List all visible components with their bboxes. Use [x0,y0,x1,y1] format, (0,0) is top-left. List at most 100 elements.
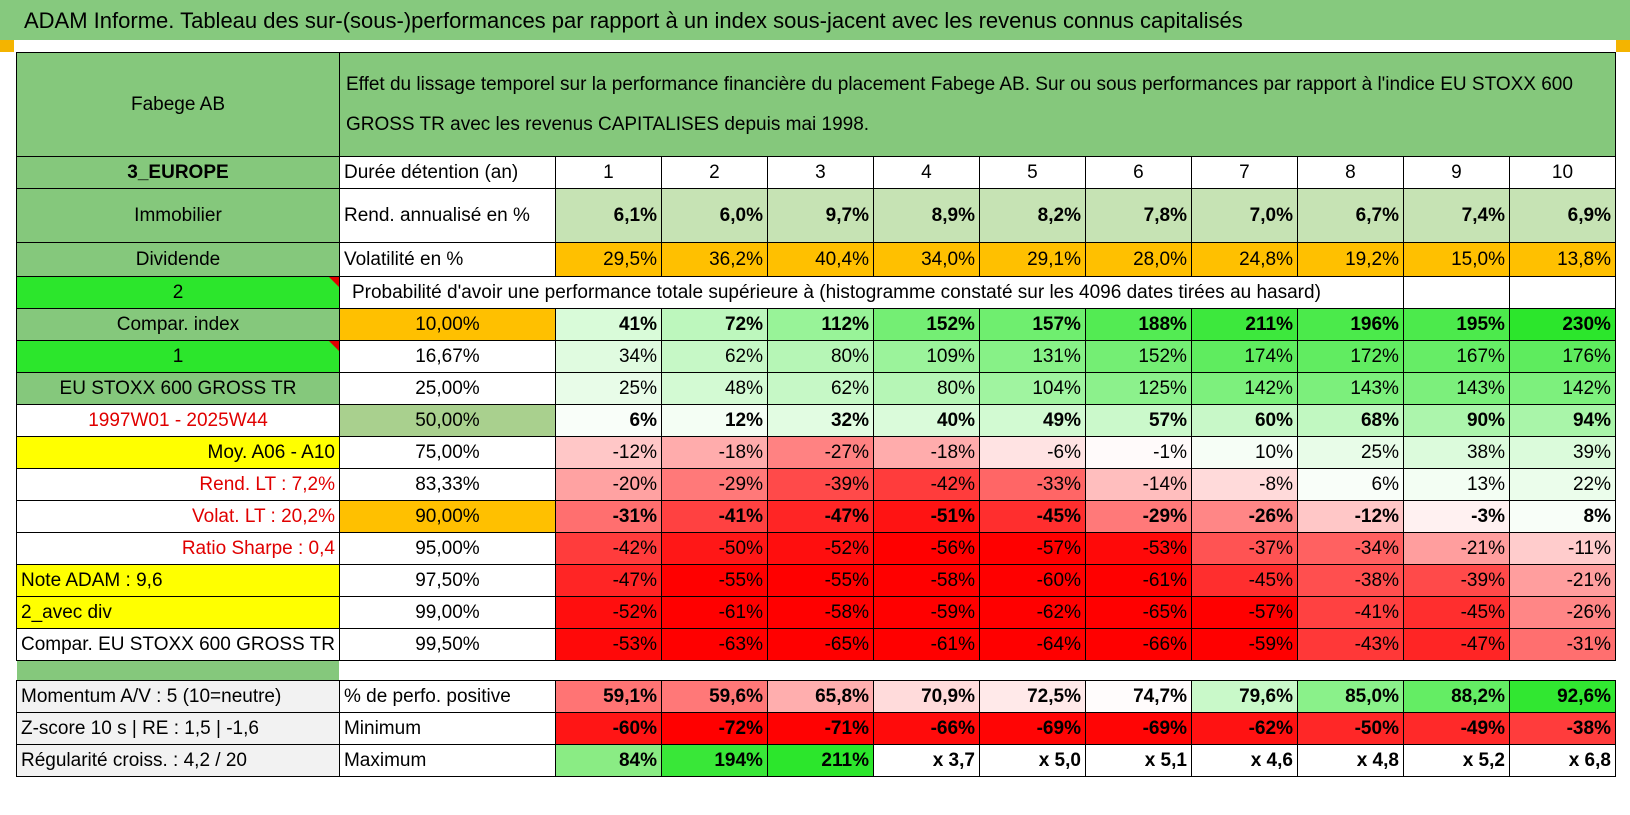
summary-cell: x 5,1 [1084,744,1192,777]
percentile-cell: 90,00% [338,500,556,533]
proba-cell: 195% [1402,308,1510,341]
vol-cell: 19,2% [1296,242,1404,277]
proba-row: 1997W01 - 2025W44 50,00% 6% 12% 32% 40% 49% 57%… [16,404,1616,437]
proba-cell: -50% [660,532,768,565]
proba-cell: -39% [766,468,874,501]
summary-cell: x 6,8 [1508,744,1616,777]
summary-cell: 85,0% [1296,680,1404,713]
sharpe-label: Ratio Sharpe : 0,4 [16,532,340,565]
vol-cell: 29,5% [554,242,662,277]
proba-cell: -60% [978,564,1086,597]
summary-cell: 92,6% [1508,680,1616,713]
summary-cell: -71% [766,712,874,745]
proba-cell: -45% [1402,596,1510,629]
proba-cell: -27% [766,436,874,469]
summary-row: Z-score 10 s | RE : 1,5 | -1,6 Minimum -60… [16,712,1616,745]
avec-div-label: 2_avec div [16,596,340,629]
corner-marker-left [0,40,14,52]
vol-label: Volatilité en % [338,242,556,277]
asset-name: Fabege AB [16,52,340,157]
proba-cell: -41% [1296,596,1404,629]
proba-cell: 34% [554,340,662,373]
zscore-label: Z-score 10 s | RE : 1,5 | -1,6 [16,712,340,745]
volat-lt-label: Volat. LT : 20,2% [16,500,340,533]
corner-marker-right [1616,40,1630,52]
proba-cell: 48% [660,372,768,405]
summary-cell: 74,7% [1084,680,1192,713]
proba-cell: 41% [554,308,662,341]
proba-cell: -12% [554,436,662,469]
proba-cell: 72% [660,308,768,341]
vol-cell: 36,2% [660,242,768,277]
summary-row: Régularité croiss. : 4,2 / 20 Maximum 84% 1… [16,744,1616,777]
proba-cell: -47% [1402,628,1510,661]
proba-cell: 152% [872,308,980,341]
period-label: 1997W01 - 2025W44 [16,404,340,437]
proba-cell: -57% [978,532,1086,565]
selector-1[interactable]: 1 [16,340,340,373]
proba-cell: 22% [1508,468,1616,501]
proba-cell: 12% [660,404,768,437]
vol-cell: 13,8% [1508,242,1616,277]
proba-row: Volat. LT : 20,2% 90,00% -31% -41% -47% -51% -… [16,500,1616,533]
year-header: 4 [872,156,980,189]
proba-cell: -29% [1084,500,1192,533]
summary-cell: 72,5% [978,680,1086,713]
summary-cell: -49% [1402,712,1510,745]
rend-cell: 6,7% [1296,188,1404,243]
summary-cell: x 5,0 [978,744,1086,777]
proba-cell: -47% [554,564,662,597]
summary-cell: 84% [554,744,662,777]
proba-cell: 211% [1190,308,1298,341]
vol-cell: 40,4% [766,242,874,277]
proba-cell: 109% [872,340,980,373]
proba-cell: -53% [554,628,662,661]
rend-cell: 8,2% [978,188,1086,243]
summary-cell: x 3,7 [872,744,980,777]
summary-cell: 79,6% [1190,680,1298,713]
summary-cell: 70,9% [872,680,980,713]
proba-cell: 196% [1296,308,1404,341]
rend-lt-label: Rend. LT : 7,2% [16,468,340,501]
proba-cell: 142% [1508,372,1616,405]
proba-cell: -33% [978,468,1086,501]
proba-cell: 112% [766,308,874,341]
proba-cell: 152% [1084,340,1192,373]
proba-cell: 60% [1190,404,1298,437]
report-title: ADAM Informe. Tableau des sur-(sous-)per… [24,8,1243,33]
proba-cell: 230% [1508,308,1616,341]
summary-label: Minimum [338,712,556,745]
summary-cell: 65,8% [766,680,874,713]
proba-cell: -12% [1296,500,1404,533]
proba-row: EU STOXX 600 GROSS TR 25,00% 25% 48% 62% 80% 1… [16,372,1616,405]
year-header: 6 [1084,156,1192,189]
proba-row: Moy. A06 - A10 75,00% -12% -18% -27% -18% -6% -… [16,436,1616,469]
proba-cell: -45% [1190,564,1298,597]
summary-label: Maximum [338,744,556,777]
proba-cell: 174% [1190,340,1298,373]
proba-cell: 188% [1084,308,1192,341]
proba-cell: -62% [978,596,1086,629]
year-header: 8 [1296,156,1404,189]
proba-cell: -42% [554,532,662,565]
summary-cell: -62% [1190,712,1298,745]
proba-cell: -43% [1296,628,1404,661]
proba-cell: 68% [1296,404,1404,437]
proba-cell: -1% [1084,436,1192,469]
rend-label: Rend. annualisé en % [338,188,556,243]
proba-cell: -66% [1084,628,1192,661]
proba-cell: -31% [1508,628,1616,661]
proba-cell: 167% [1402,340,1510,373]
proba-row: Compar. EU STOXX 600 GROSS TR 99,50% -53% -… [16,628,1616,661]
proba-cell: -31% [554,500,662,533]
proba-cell: 62% [660,340,768,373]
proba-cell: 32% [766,404,874,437]
selector-2[interactable]: 2 [16,276,340,309]
proba-cell: 6% [1296,468,1404,501]
summary-cell: -72% [660,712,768,745]
proba-cell: -52% [554,596,662,629]
proba-cell: 143% [1296,372,1404,405]
proba-cell: 13% [1402,468,1510,501]
proba-cell: -14% [1084,468,1192,501]
proba-cell: -37% [1190,532,1298,565]
